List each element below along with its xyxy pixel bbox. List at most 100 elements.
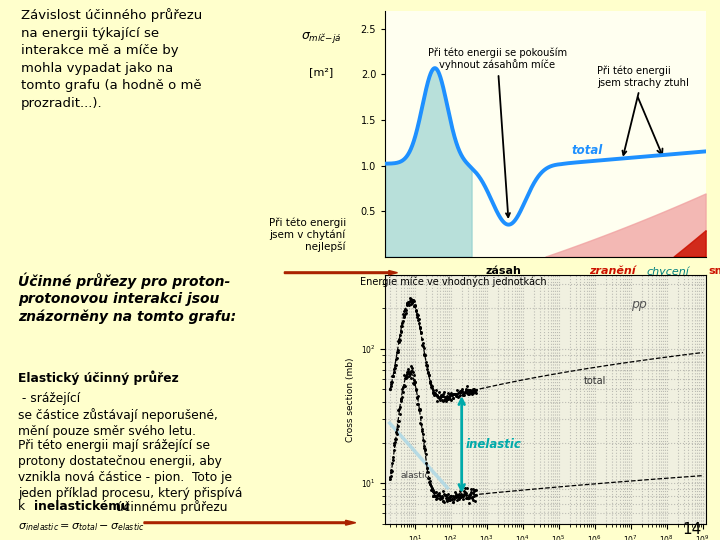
Point <box>456 491 467 500</box>
Point <box>395 395 407 403</box>
Point <box>413 315 424 324</box>
Text: inelastic: inelastic <box>466 438 522 451</box>
Point <box>468 487 480 495</box>
Point <box>411 310 423 319</box>
Point <box>397 388 408 396</box>
Point <box>446 391 457 400</box>
Point <box>441 493 452 502</box>
Point <box>431 495 442 503</box>
Point <box>436 392 448 400</box>
Text: 14: 14 <box>683 522 702 537</box>
Point <box>389 441 400 449</box>
Point <box>398 312 410 321</box>
Text: $\sigma_{míč\mathrm{-}já}$: $\sigma_{míč\mathrm{-}já}$ <box>301 30 341 45</box>
Point <box>448 495 459 504</box>
Point <box>436 494 447 503</box>
Point <box>460 494 472 503</box>
Point <box>392 416 404 425</box>
Point <box>386 467 397 476</box>
Point <box>400 306 412 314</box>
Point <box>436 493 448 502</box>
Text: účinnému průřezu: účinnému průřezu <box>112 500 227 514</box>
Point <box>451 392 463 400</box>
Point <box>389 437 400 446</box>
Point <box>425 379 436 388</box>
Point <box>424 480 436 488</box>
Point <box>464 490 476 498</box>
Point <box>397 319 408 327</box>
Point <box>438 498 450 507</box>
Point <box>437 496 449 505</box>
Point <box>410 301 421 310</box>
Point <box>434 494 446 502</box>
Point <box>428 390 440 399</box>
Point <box>444 395 456 403</box>
Point <box>467 387 478 396</box>
Point <box>410 378 421 387</box>
Point <box>453 388 464 397</box>
Point <box>435 390 446 399</box>
Point <box>444 495 456 503</box>
Point <box>422 364 433 373</box>
Point <box>446 390 458 399</box>
Point <box>419 350 431 359</box>
Point <box>452 389 464 397</box>
Point <box>416 427 428 435</box>
Point <box>449 487 461 496</box>
Point <box>426 380 437 389</box>
Point <box>459 387 471 396</box>
Point <box>405 367 417 375</box>
Point <box>411 400 423 408</box>
Text: smrt: smrt <box>708 266 720 276</box>
Point <box>403 368 415 377</box>
Point <box>400 305 411 313</box>
Point <box>400 308 412 317</box>
Point <box>416 340 428 349</box>
Point <box>413 392 424 401</box>
Point <box>405 373 417 382</box>
Point <box>454 490 466 499</box>
Point <box>392 337 404 346</box>
Point <box>428 388 439 396</box>
Point <box>431 491 442 500</box>
Point <box>464 490 476 499</box>
Point <box>441 396 452 405</box>
Point <box>390 435 402 443</box>
Point <box>464 386 476 394</box>
Point <box>463 493 474 502</box>
Point <box>469 491 481 500</box>
Point <box>418 349 430 358</box>
Point <box>458 390 469 399</box>
Point <box>454 391 466 400</box>
Point <box>391 430 402 438</box>
Point <box>457 390 469 399</box>
Point <box>388 367 400 376</box>
Point <box>447 498 459 507</box>
Text: zásah: zásah <box>486 266 522 276</box>
Point <box>400 382 411 390</box>
Point <box>386 378 397 387</box>
Point <box>388 446 400 454</box>
Point <box>409 380 420 388</box>
Point <box>467 386 479 394</box>
Point <box>392 422 403 430</box>
Point <box>456 389 468 398</box>
Point <box>415 328 427 336</box>
Point <box>426 481 437 490</box>
Point <box>405 370 416 379</box>
Point <box>467 495 479 504</box>
Point <box>465 488 477 496</box>
Point <box>431 390 442 399</box>
Point <box>464 494 475 502</box>
Point <box>449 493 460 502</box>
Point <box>418 351 430 360</box>
Point <box>433 489 445 498</box>
Point <box>415 412 427 421</box>
Point <box>385 377 397 386</box>
Point <box>449 390 461 399</box>
Point <box>432 489 444 498</box>
Point <box>468 386 480 394</box>
Point <box>412 309 423 318</box>
Point <box>399 374 410 382</box>
Point <box>416 425 428 434</box>
